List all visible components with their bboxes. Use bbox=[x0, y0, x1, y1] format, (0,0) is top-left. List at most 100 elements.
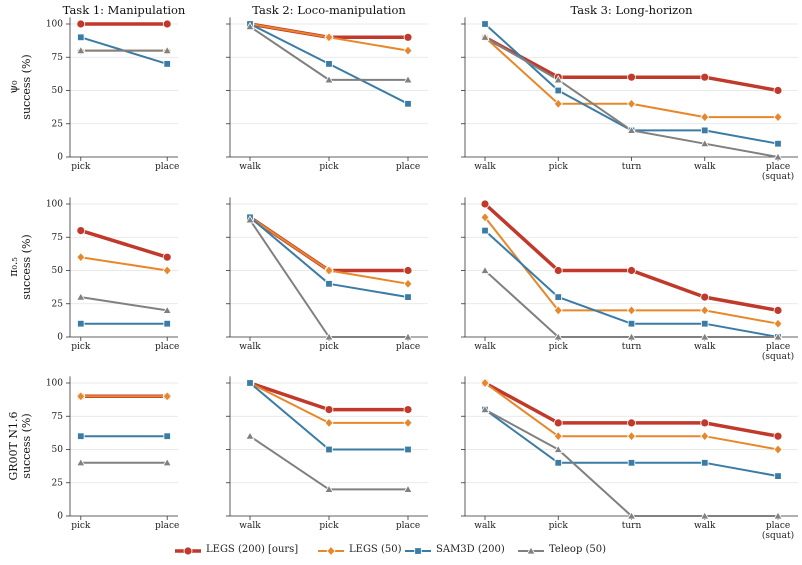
y-tick-label: 50 bbox=[52, 266, 64, 276]
marker bbox=[773, 111, 783, 123]
marker bbox=[324, 484, 334, 493]
marker bbox=[183, 546, 193, 556]
marker bbox=[626, 98, 637, 109]
marker bbox=[163, 432, 171, 440]
y-tick-label: 75 bbox=[52, 233, 64, 243]
x-tick-label: walk bbox=[239, 162, 261, 172]
y-axis-label: π₀.₅ success (%) bbox=[7, 234, 33, 300]
marker bbox=[553, 98, 563, 109]
marker bbox=[245, 215, 255, 224]
panel bbox=[226, 197, 428, 341]
x-tick-label: pick bbox=[548, 162, 568, 172]
marker bbox=[773, 318, 783, 329]
marker bbox=[626, 305, 637, 316]
marker bbox=[627, 319, 636, 328]
marker bbox=[700, 305, 710, 316]
chart-title: Task 1: Manipulation bbox=[62, 3, 186, 17]
marker bbox=[403, 278, 413, 289]
marker bbox=[480, 199, 490, 209]
y-tick-label: 0 bbox=[57, 333, 63, 343]
y-tick-label: 75 bbox=[52, 53, 64, 63]
x-tick-label: walk bbox=[694, 162, 716, 172]
marker bbox=[324, 265, 334, 276]
x-tick-label: pick bbox=[71, 342, 91, 352]
series-line bbox=[484, 36, 779, 158]
y-tick-label: 50 bbox=[52, 86, 64, 96]
marker bbox=[404, 445, 412, 454]
series-line bbox=[80, 256, 168, 272]
marker bbox=[553, 431, 563, 442]
series-line bbox=[80, 296, 168, 312]
x-tick-label: place bbox=[395, 342, 421, 352]
marker bbox=[163, 60, 171, 68]
marker bbox=[325, 445, 333, 454]
marker bbox=[626, 125, 637, 134]
marker bbox=[76, 391, 86, 402]
marker bbox=[700, 292, 710, 302]
x-tick-label: turn bbox=[621, 521, 642, 531]
x-tick-label: place (squat) bbox=[761, 162, 795, 182]
marker bbox=[403, 332, 413, 341]
panel bbox=[226, 17, 428, 161]
x-tick-label: turn bbox=[621, 162, 642, 172]
panel bbox=[461, 17, 798, 161]
x-tick-label: walk bbox=[474, 342, 496, 352]
panel bbox=[461, 197, 798, 341]
panel: 0 25 50 75 100 bbox=[46, 17, 178, 163]
y-tick-label: 25 bbox=[52, 119, 64, 129]
x-tick-label: place (squat) bbox=[761, 342, 795, 362]
marker bbox=[162, 391, 172, 402]
marker bbox=[627, 266, 636, 275]
y-axis-label: GR00T N1.6 success (%) bbox=[7, 411, 33, 481]
marker bbox=[162, 252, 172, 262]
x-tick-label: pick bbox=[319, 162, 339, 172]
marker bbox=[553, 75, 563, 84]
marker bbox=[480, 32, 490, 41]
y-tick-label: 50 bbox=[52, 445, 64, 455]
marker bbox=[773, 86, 783, 95]
marker bbox=[627, 418, 636, 428]
x-tick-label: walk bbox=[239, 342, 261, 352]
marker bbox=[324, 332, 334, 341]
marker bbox=[162, 45, 172, 54]
marker bbox=[773, 152, 783, 161]
y-tick-label: 75 bbox=[52, 412, 64, 422]
x-tick-label: pick bbox=[71, 521, 91, 531]
marker bbox=[163, 319, 171, 328]
marker bbox=[554, 459, 562, 467]
x-tick-label: pick bbox=[319, 342, 339, 352]
marker bbox=[700, 72, 710, 82]
marker bbox=[626, 332, 637, 341]
marker bbox=[700, 138, 710, 148]
marker bbox=[404, 100, 412, 108]
marker bbox=[700, 332, 710, 341]
marker bbox=[700, 418, 710, 428]
marker bbox=[77, 319, 85, 328]
x-tick-label: walk bbox=[694, 521, 716, 531]
marker bbox=[76, 226, 86, 236]
series-line bbox=[483, 202, 779, 313]
marker bbox=[245, 431, 255, 440]
marker bbox=[773, 511, 783, 520]
x-tick-label: pick bbox=[548, 342, 568, 352]
marker bbox=[627, 72, 636, 82]
marker bbox=[553, 266, 563, 275]
marker bbox=[414, 547, 422, 555]
x-tick-label: pick bbox=[319, 521, 339, 531]
marker bbox=[403, 266, 413, 275]
marker bbox=[403, 45, 413, 56]
x-tick-label: place bbox=[155, 521, 180, 531]
marker bbox=[701, 319, 709, 328]
x-tick-label: place bbox=[155, 342, 180, 352]
marker bbox=[324, 405, 334, 415]
marker bbox=[324, 417, 334, 429]
series-line bbox=[249, 215, 408, 273]
series-line bbox=[249, 435, 408, 491]
marker bbox=[480, 404, 490, 414]
marker bbox=[553, 332, 563, 341]
marker bbox=[76, 457, 86, 467]
panel: 0 25 50 75 100 bbox=[46, 376, 178, 522]
marker bbox=[553, 418, 563, 428]
marker bbox=[77, 432, 85, 440]
